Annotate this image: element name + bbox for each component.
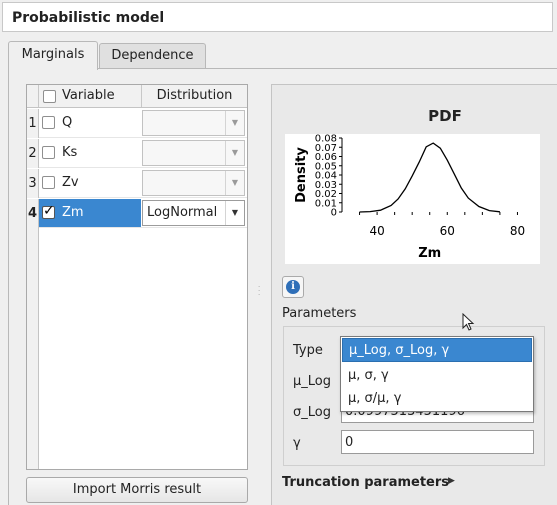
- distribution-combobox[interactable]: ▼: [142, 140, 245, 166]
- header-corner: [27, 85, 39, 107]
- variable-cell[interactable]: Zm: [39, 199, 141, 227]
- y-tick-label: 0.07: [315, 143, 337, 154]
- checkbox-icon[interactable]: [42, 116, 55, 129]
- sigma-log-label: σ_Log: [293, 405, 331, 420]
- column-header-variable[interactable]: Variable: [39, 85, 142, 107]
- type-dropdown-list[interactable]: μ_Log, σ_Log, γ μ, σ, γ μ, σ/μ, γ: [340, 336, 534, 412]
- table-row-selected[interactable]: Zm LogNormal ▼: [39, 199, 247, 228]
- dropdown-option-mu-cv[interactable]: μ, σ/μ, γ: [348, 391, 402, 406]
- pdf-series-line: [359, 142, 500, 213]
- dropdown-option-mu-sigma[interactable]: μ, σ, γ: [348, 368, 389, 383]
- variable-name: Q: [62, 115, 73, 130]
- y-tick-label: 0.04: [315, 171, 337, 182]
- parameters-group: [283, 326, 545, 466]
- variable-cell[interactable]: Ks: [39, 139, 141, 167]
- info-icon[interactable]: i: [286, 280, 300, 294]
- y-tick-label: 0.08: [315, 134, 337, 145]
- variable-cell[interactable]: Zv: [39, 169, 141, 197]
- row-header-filler: [27, 227, 38, 469]
- y-tick-label: 0.05: [315, 161, 337, 172]
- table-row[interactable]: Zv ▼: [39, 169, 247, 198]
- row-header-divider: [38, 227, 39, 469]
- parameters-label: Parameters: [282, 306, 357, 321]
- variable-name: Ks: [62, 145, 78, 160]
- mu-log-label: μ_Log: [293, 374, 331, 389]
- pdf-chart-svg: 0.080.070.060.050.040.030.020.010 40 60 80 Z…: [294, 134, 525, 262]
- row-header-2[interactable]: 2: [27, 139, 39, 168]
- tab-marginals[interactable]: Marginals: [8, 41, 98, 70]
- window-title-bar: Probabilistic model: [2, 2, 553, 32]
- type-label: Type: [293, 343, 323, 358]
- y-tick-label: 0.02: [315, 189, 337, 200]
- row-header-1[interactable]: 1: [27, 109, 39, 138]
- import-morris-button[interactable]: Import Morris result: [26, 477, 248, 503]
- truncation-parameters-toggle[interactable]: Truncation parameters: [282, 475, 450, 490]
- y-tick-label: 0.01: [315, 198, 337, 209]
- variable-name: Zv: [62, 175, 79, 190]
- y-tick-label: 0.06: [315, 152, 337, 163]
- distribution-combobox[interactable]: ▼: [142, 110, 245, 136]
- distribution-combobox[interactable]: ▼: [142, 170, 245, 196]
- chevron-down-icon[interactable]: ▼: [225, 171, 244, 195]
- x-tick-label: 60: [440, 224, 455, 238]
- chevron-down-icon[interactable]: ▼: [225, 201, 244, 225]
- select-all-checkbox[interactable]: [43, 90, 56, 103]
- variable-name: Zm: [62, 205, 84, 220]
- tab-dependence[interactable]: Dependence: [99, 43, 206, 68]
- gamma-value: 0: [345, 435, 354, 450]
- variable-cell[interactable]: Q: [39, 109, 141, 137]
- gamma-input[interactable]: 0: [341, 430, 534, 454]
- row-header-3[interactable]: 3: [27, 169, 39, 198]
- plot-title: PDF: [428, 107, 462, 125]
- gamma-label: γ: [293, 436, 301, 451]
- x-tick-label: 80: [510, 224, 525, 238]
- distribution-value: LogNormal: [147, 205, 218, 220]
- pdf-plot: 0.08 0.07 0.06 0.05 0.04 0.03 0.02 0.01 0 40 60 80 Z…: [285, 134, 540, 264]
- y-tick-label: 0: [331, 208, 337, 219]
- chevron-down-icon[interactable]: ▼: [225, 111, 244, 135]
- y-tick-label: 0.03: [315, 180, 337, 191]
- dropdown-option-mulog[interactable]: μ_Log, σ_Log, γ: [342, 338, 532, 362]
- x-axis-label: Zm: [418, 246, 441, 261]
- tab-panel: [8, 68, 557, 505]
- info-button[interactable]: i: [282, 276, 304, 298]
- x-tick-label: 40: [369, 224, 384, 238]
- table-row[interactable]: Q ▼: [39, 109, 247, 138]
- splitter-handle[interactable]: · · ·: [258, 283, 261, 299]
- checkbox-icon[interactable]: [42, 176, 55, 189]
- window-title: Probabilistic model: [12, 10, 165, 26]
- column-header-distribution[interactable]: Distribution: [156, 88, 233, 103]
- table-row[interactable]: Ks ▼: [39, 139, 247, 168]
- row-header-4[interactable]: 4: [27, 199, 39, 228]
- mouse-cursor-icon: [462, 312, 476, 337]
- chevron-down-icon[interactable]: ▼: [225, 141, 244, 165]
- y-axis-label: Density: [294, 147, 309, 203]
- distribution-combobox[interactable]: LogNormal ▼: [142, 200, 245, 226]
- checkbox-checked-icon[interactable]: [42, 203, 55, 219]
- table-header: Variable Distribution: [27, 85, 247, 108]
- triangle-right-icon[interactable]: ▶: [448, 476, 455, 486]
- checkbox-icon[interactable]: [42, 146, 55, 159]
